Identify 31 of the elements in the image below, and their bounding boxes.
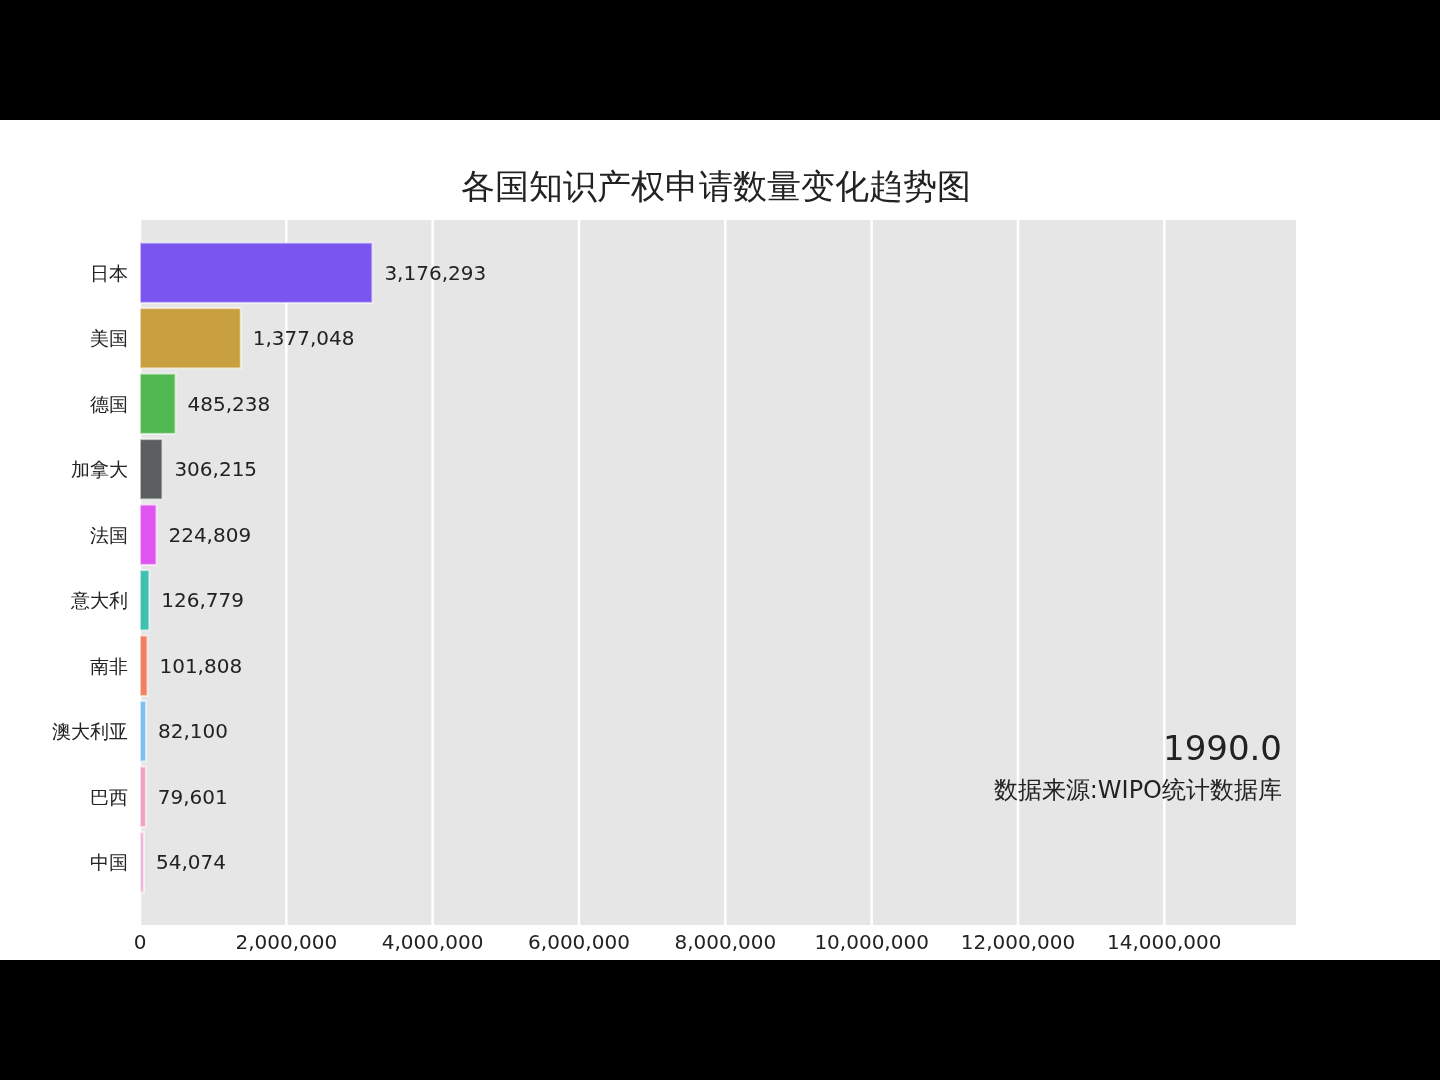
x-tick-label: 12,000,000 xyxy=(960,930,1076,954)
x-tick-label: 8,000,000 xyxy=(674,930,777,954)
chart-title: 各国知识产权申请数量变化趋势图 xyxy=(461,166,971,206)
y-tick-label: 巴西 xyxy=(90,785,128,808)
x-tick-label: 4,000,000 xyxy=(381,930,484,954)
x-tick-label: 10,000,000 xyxy=(814,930,929,954)
data-label: 1,377,048 xyxy=(252,326,355,351)
data-label: 306,215 xyxy=(174,457,258,482)
data-label: 3,176,293 xyxy=(384,260,487,285)
data-label: 54,074 xyxy=(155,850,226,875)
y-tick-label: 日本 xyxy=(90,261,128,284)
data-label: 101,808 xyxy=(159,653,243,678)
y-tick-label: 南非 xyxy=(90,654,128,677)
data-label: 82,100 xyxy=(158,719,228,744)
data-label: 79,601 xyxy=(157,784,228,809)
annotation: 数据来源:WIPO统计数据库 xyxy=(993,776,1282,804)
y-tick-label: 中国 xyxy=(90,851,128,874)
y-tick-label: 意大利 xyxy=(70,589,128,612)
y-tick-label: 法国 xyxy=(90,523,128,546)
y-tick-label: 美国 xyxy=(90,327,128,350)
y-tick-label: 澳大利亚 xyxy=(52,720,128,743)
x-tick-label: 2,000,000 xyxy=(235,930,338,954)
x-tick-label: 6,000,000 xyxy=(528,930,630,954)
y-tick-label: 加拿大 xyxy=(71,458,128,481)
x-tick-label: 14,000,000 xyxy=(1107,930,1222,954)
annotation: 1990.0 xyxy=(1163,728,1282,768)
data-label: 224,809 xyxy=(168,522,252,547)
data-label: 485,238 xyxy=(187,391,271,416)
x-tick-label: 0 xyxy=(133,930,147,954)
data-label: 126,779 xyxy=(161,588,244,613)
y-tick-label: 德国 xyxy=(90,392,128,415)
